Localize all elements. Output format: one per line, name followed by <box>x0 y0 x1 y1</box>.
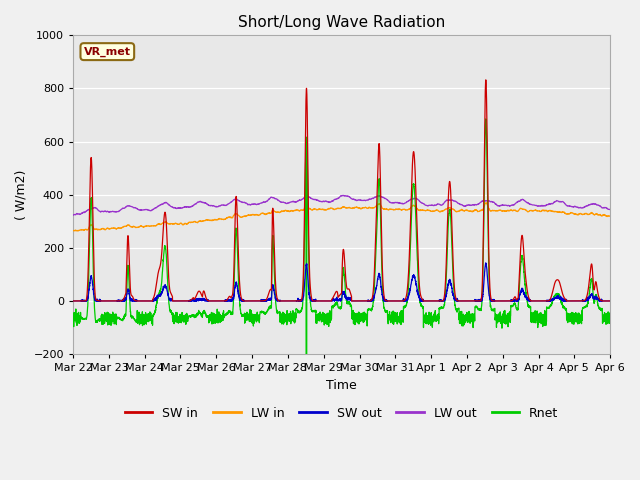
Text: VR_met: VR_met <box>84 47 131 57</box>
X-axis label: Time: Time <box>326 379 357 392</box>
Legend: SW in, LW in, SW out, LW out, Rnet: SW in, LW in, SW out, LW out, Rnet <box>120 402 563 425</box>
Y-axis label: ( W/m2): ( W/m2) <box>15 169 28 220</box>
Title: Short/Long Wave Radiation: Short/Long Wave Radiation <box>238 15 445 30</box>
